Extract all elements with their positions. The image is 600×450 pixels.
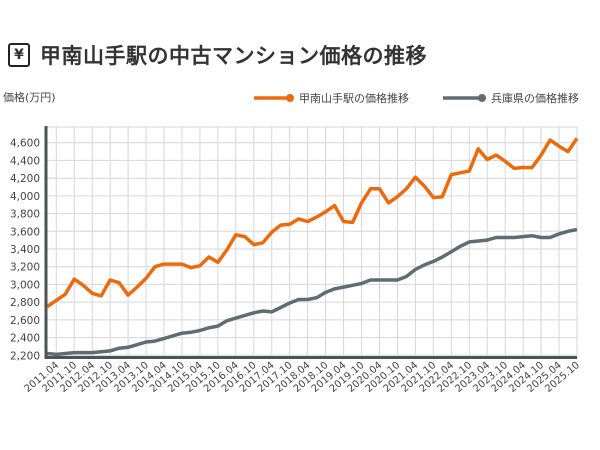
yen-icon: ¥ (8, 43, 30, 67)
y-tick-label: 3,600 (10, 226, 40, 238)
x-axis-ticks: 2011.042011.102012.042012.102013.042013.… (22, 360, 581, 395)
y-axis-ticks: 4,600 4,400 4,200 4,000 3,800 3,600 3,400 3,200… (10, 138, 40, 363)
legend-label-hyogo: 兵庫県の価格推移 (491, 91, 579, 105)
y-tick-label: 3,400 (10, 244, 40, 256)
title-text: 甲南山手駅の中古マンション価格の推移 (40, 44, 427, 68)
series-line-konan (46, 137, 579, 309)
legend-label-konan: 甲南山手駅の価格推移 (299, 91, 409, 105)
y-tick-label: 2,200 (10, 350, 40, 362)
y-tick-label: 4,000 (10, 191, 40, 203)
y-tick-label: 2,800 (10, 297, 40, 309)
y-tick-label: 3,800 (10, 209, 40, 221)
legend-marker-hyogo (478, 94, 486, 102)
y-tick-label: 3,000 (10, 279, 40, 291)
legend: 甲南山手駅の価格推移 兵庫県の価格推移 (254, 91, 579, 105)
grid (46, 126, 578, 356)
y-tick-label: 4,600 (10, 138, 40, 150)
y-tick-label: 4,200 (10, 173, 40, 185)
y-tick-label: 2,400 (10, 333, 40, 345)
y-tick-label: 2,600 (10, 315, 40, 327)
chart-title: ¥ 甲南山手駅の中古マンション価格の推移 (8, 40, 427, 70)
y-tick-label: 3,200 (10, 262, 40, 274)
series-line-hyogo (47, 227, 578, 357)
legend-item-konan[interactable]: 甲南山手駅の価格推移 (254, 91, 409, 105)
y-axis-label: 価格(万円) (3, 90, 56, 104)
legend-marker-konan (286, 94, 294, 102)
legend-item-hyogo[interactable]: 兵庫県の価格推移 (443, 91, 579, 105)
y-tick-label: 4,400 (10, 155, 40, 167)
series-lines (46, 137, 579, 357)
